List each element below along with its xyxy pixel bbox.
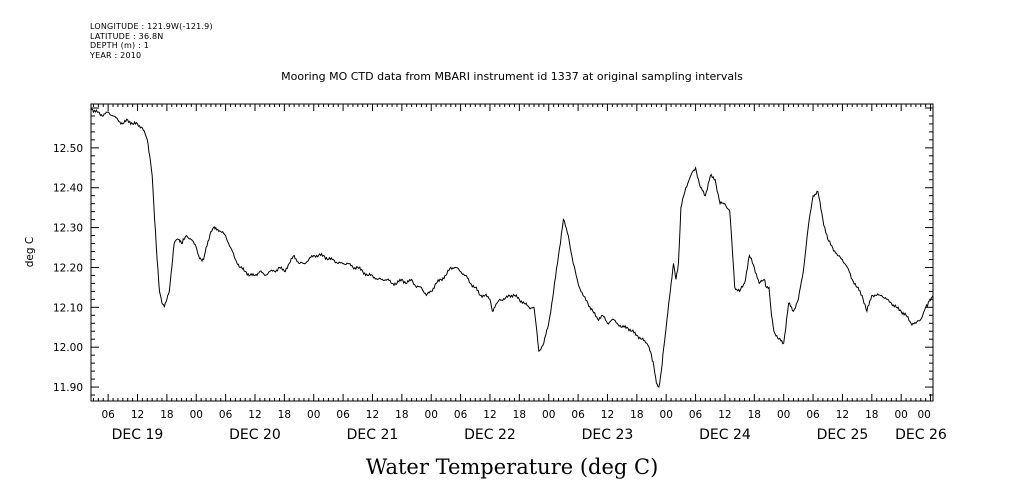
x-tick-label: 06 [806,409,820,421]
x-tick-label: 18 [160,409,173,421]
x-tick-label: 00 [190,409,203,421]
x-tick-label: 12 [601,409,614,421]
day-label: DEC 19 [112,427,164,443]
y-tick-label: 12.10 [53,302,83,314]
metadata-block: LONGITUDE : 121.9W(-121.9) LATITUDE : 36… [90,22,213,60]
x-axis-title: Water Temperature (deg C) [366,455,659,479]
depth-label: DEPTH (m) : 1 [90,41,149,50]
x-tick-label: 18 [278,409,291,421]
chart-title: Mooring MO CTD data from MBARI instrumen… [281,70,743,83]
day-label: DEC 21 [347,427,399,443]
x-tick-label: 18 [513,409,526,421]
x-tick-label: 06 [454,409,468,421]
day-label: DEC 23 [582,427,634,443]
x-tick-label: 00 [542,409,555,421]
minor-ticks [91,104,933,401]
y-tick-label: 12.00 [53,342,83,354]
x-tick-label: 00 [894,409,907,421]
year-label: YEAR : 2010 [90,50,142,60]
y-tick-label: 12.30 [53,223,83,235]
series-line [90,107,934,388]
day-label: DEC 22 [464,427,516,443]
x-tick-label: 06 [219,409,233,421]
x-tick-label: 06 [689,409,703,421]
x-tick-label: 12 [248,409,261,421]
y-tick-label: 12.40 [53,183,83,195]
day-label: DEC 25 [817,427,869,443]
x-tick-label: 06 [571,409,585,421]
x-tick-label: 12 [483,409,496,421]
plot-frame [90,103,934,402]
y-axis: 12.50 12.40 12.30 12.20 12.10 12.00 11.90 [53,143,83,394]
x-tick-label: 00 [660,409,673,421]
x-tick-label: 00 [425,409,438,421]
x-tick-label: 12 [836,409,849,421]
x-tick-label: 00 [917,409,930,421]
y-axis-label: deg C [24,237,36,267]
x-tick-label: 18 [748,409,761,421]
x-tick-label: 06 [336,409,350,421]
x-tick-label: 18 [865,409,878,421]
x-axis: 06 12 18 00 06 12 18 00 06 12 18 00 06 12 18 00 06 12 18 00… [101,409,930,421]
x-tick-label: 12 [131,409,144,421]
day-label: DEC 24 [699,427,751,443]
y-tick-label: 11.90 [53,382,83,394]
y-tick-label: 12.20 [53,262,83,274]
x-tick-label: 12 [718,409,731,421]
day-label: DEC 26 [895,427,947,443]
latitude-label: LATITUDE : 36.8N [90,31,164,41]
day-labels: DEC 19 DEC 20 DEC 21 DEC 22 DEC 23 DEC 24 DEC … [112,427,947,443]
day-label: DEC 20 [229,427,281,443]
x-tick-label: 00 [307,409,320,421]
x-tick-label: 06 [101,409,115,421]
y-tick-label: 12.50 [53,143,83,155]
longitude-label: LONGITUDE : 121.9W(-121.9) [90,22,213,31]
x-tick-label: 12 [366,409,379,421]
x-tick-label: 18 [395,409,408,421]
x-tick-label: 18 [630,409,643,421]
x-tick-label: 00 [777,409,790,421]
